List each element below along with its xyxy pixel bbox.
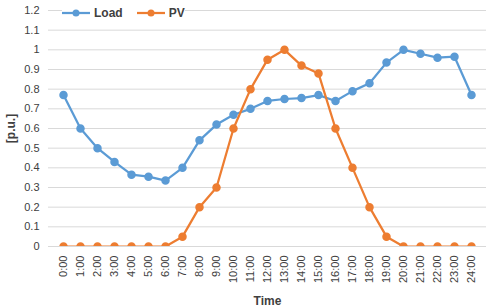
svg-text:13:00: 13:00	[278, 256, 290, 284]
svg-text:3:00: 3:00	[108, 256, 120, 277]
svg-text:7:00: 7:00	[176, 256, 188, 277]
svg-text:19:00: 19:00	[380, 256, 392, 284]
svg-text:22:00: 22:00	[431, 256, 443, 284]
svg-text:20:00: 20:00	[397, 256, 409, 284]
svg-text:6:00: 6:00	[159, 256, 171, 277]
svg-text:24:00: 24:00	[465, 256, 477, 284]
svg-text:0: 0	[33, 240, 39, 252]
svg-text:12:00: 12:00	[261, 256, 273, 284]
svg-text:11:00: 11:00	[244, 256, 256, 283]
svg-text:1:00: 1:00	[74, 256, 86, 277]
svg-text:23:00: 23:00	[448, 256, 460, 284]
svg-text:0.2: 0.2	[24, 201, 39, 213]
svg-text:1: 1	[33, 43, 39, 55]
svg-text:Time: Time	[254, 294, 282, 308]
svg-text:1.1: 1.1	[24, 24, 39, 36]
svg-text:5:00: 5:00	[142, 256, 154, 277]
svg-text:9:00: 9:00	[210, 256, 222, 277]
svg-text:21:00: 21:00	[414, 256, 426, 284]
svg-text:14:00: 14:00	[295, 256, 307, 284]
svg-text:0.8: 0.8	[24, 83, 39, 95]
svg-text:0.5: 0.5	[24, 142, 39, 154]
svg-text:0.1: 0.1	[24, 220, 39, 232]
svg-text:4:00: 4:00	[125, 256, 137, 277]
html-text:PV: PV	[168, 6, 185, 20]
svg-text:0.3: 0.3	[24, 181, 39, 193]
svg-text:10:00: 10:00	[227, 256, 239, 284]
svg-text:0.6: 0.6	[24, 122, 39, 134]
svg-text:15:00: 15:00	[312, 256, 324, 284]
svg-text:0.4: 0.4	[24, 161, 39, 173]
svg-text:2:00: 2:00	[91, 256, 103, 277]
html-text:Load: Load	[94, 6, 123, 20]
svg-text:8:00: 8:00	[193, 256, 205, 277]
svg-text:17:00: 17:00	[346, 256, 358, 284]
svg-text:0.7: 0.7	[24, 102, 39, 114]
svg-text:1.2: 1.2	[24, 4, 39, 16]
svg-text:18:00: 18:00	[363, 256, 375, 284]
svg-text:0:00: 0:00	[57, 256, 69, 277]
svg-text:[p.u.]: [p.u.]	[4, 114, 18, 143]
svg-text:0.9: 0.9	[24, 63, 39, 75]
svg-text:16:00: 16:00	[329, 256, 341, 284]
